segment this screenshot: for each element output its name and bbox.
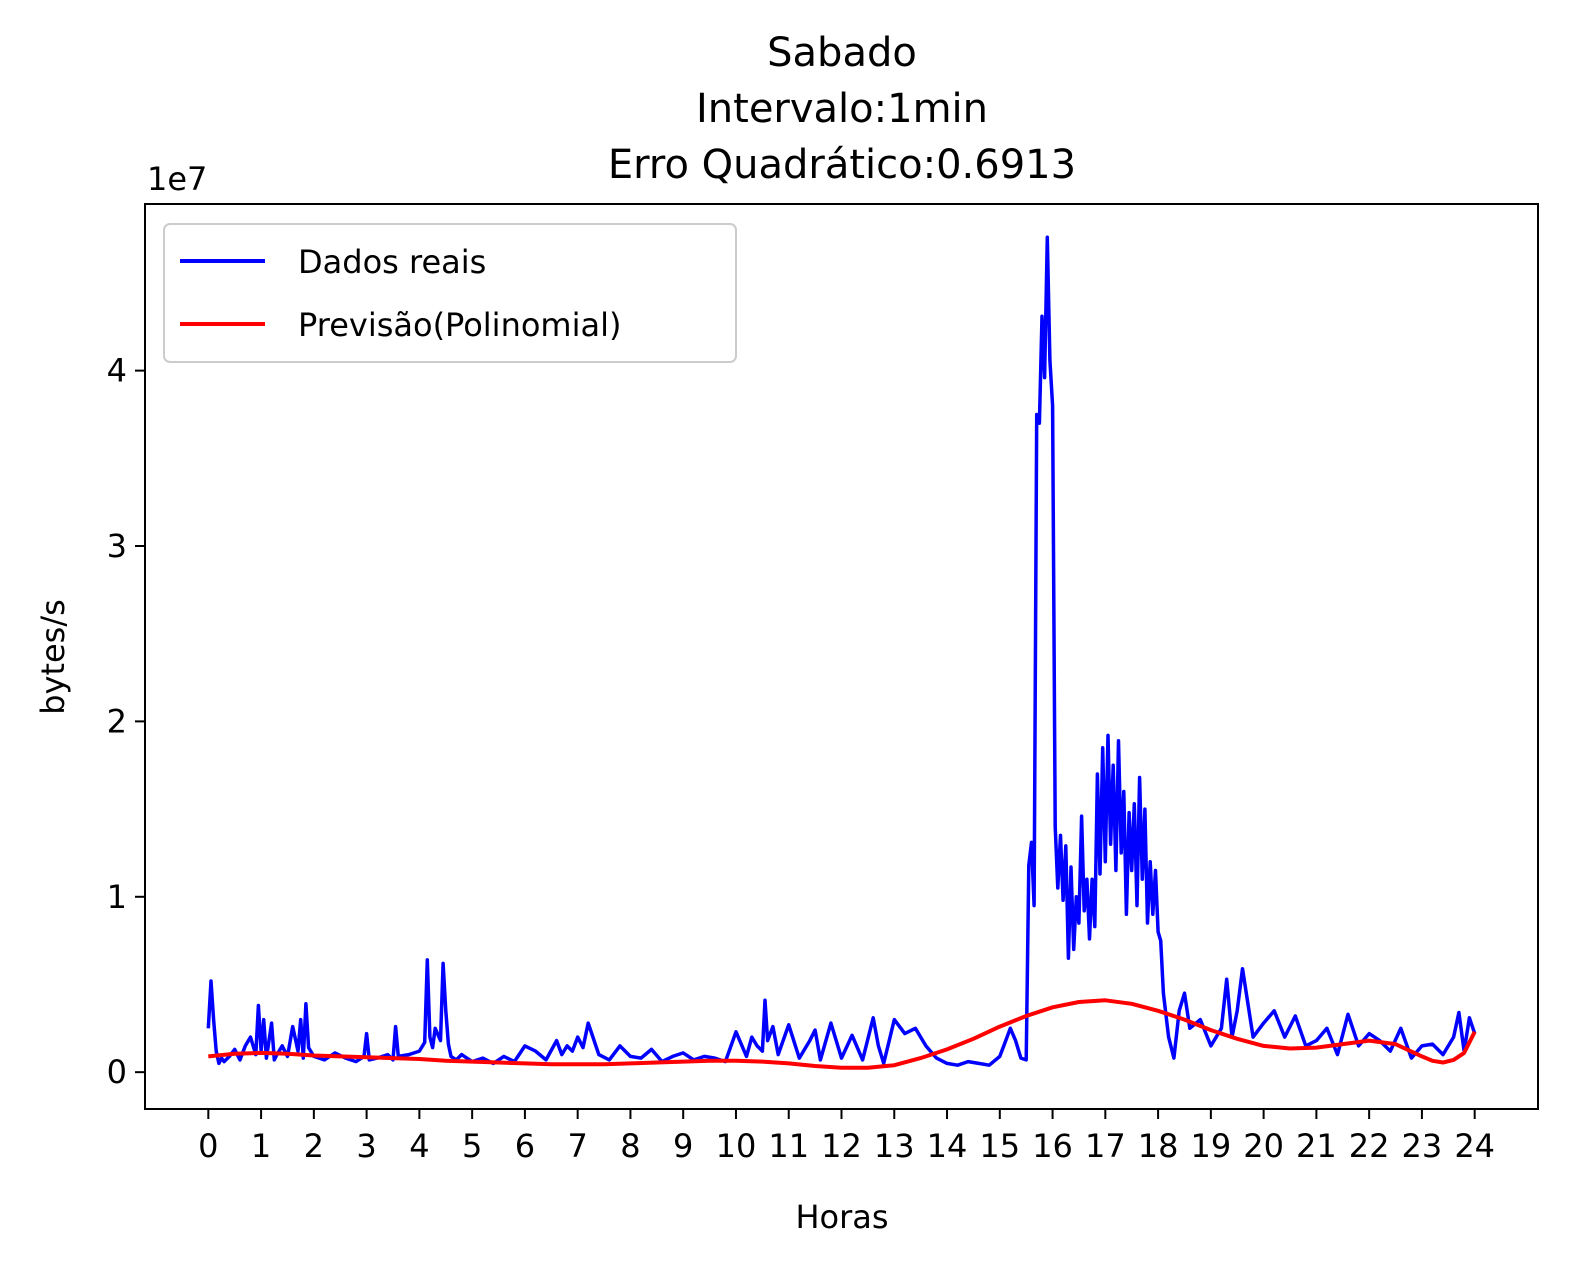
y-offset-label: 1e7 bbox=[147, 160, 207, 198]
x-tick-label: 13 bbox=[874, 1127, 915, 1165]
y-axis: 0 1 2 3 4 bbox=[107, 352, 145, 1091]
x-tick-label: 4 bbox=[409, 1127, 429, 1165]
plot-area bbox=[206, 235, 1477, 1070]
x-tick-label: 3 bbox=[356, 1127, 376, 1165]
x-axis: 0 1 2 3 4 5 6 7 8 9 10 11 12 13 14 15 16 17 18 19 20 21 22 23 24 bbox=[198, 1109, 1495, 1165]
x-tick-label: 12 bbox=[821, 1127, 862, 1165]
title-line-3: Erro Quadrático:0.6913 bbox=[608, 142, 1076, 188]
series-line-previsao bbox=[208, 998, 1477, 1070]
x-tick-label: 10 bbox=[716, 1127, 757, 1165]
x-tick-label: 0 bbox=[198, 1127, 218, 1165]
x-tick-label: 18 bbox=[1138, 1127, 1179, 1165]
title-line-2: Intervalo:1min bbox=[696, 86, 988, 132]
x-tick-label: 23 bbox=[1402, 1127, 1443, 1165]
x-tick-label: 7 bbox=[567, 1127, 587, 1165]
y-axis-label: bytes/s bbox=[34, 599, 72, 715]
x-tick-label: 19 bbox=[1190, 1127, 1231, 1165]
x-tick-label: 5 bbox=[462, 1127, 482, 1165]
x-tick-label: 6 bbox=[515, 1127, 535, 1165]
legend-label-previsao: Previsão(Polinomial) bbox=[298, 306, 621, 344]
x-tick-label: 9 bbox=[673, 1127, 693, 1165]
x-tick-label: 8 bbox=[620, 1127, 640, 1165]
y-tick-label: 2 bbox=[107, 702, 127, 740]
y-tick-label: 4 bbox=[107, 352, 127, 390]
y-tick-label: 0 bbox=[107, 1053, 127, 1091]
chart-title: Sabado Intervalo:1min Erro Quadrático:0.… bbox=[608, 30, 1076, 188]
x-tick-label: 1 bbox=[251, 1127, 271, 1165]
x-tick-label: 17 bbox=[1085, 1127, 1126, 1165]
series-line-dados-reais bbox=[206, 235, 1477, 1067]
title-line-1: Sabado bbox=[767, 30, 917, 76]
x-tick-label: 16 bbox=[1032, 1127, 1073, 1165]
x-tick-label: 24 bbox=[1454, 1127, 1495, 1165]
y-tick-label: 1 bbox=[107, 878, 127, 916]
x-tick-label: 22 bbox=[1349, 1127, 1390, 1165]
x-axis-label: Horas bbox=[795, 1198, 888, 1236]
legend: Dados reais Previsão(Polinomial) bbox=[163, 223, 737, 363]
legend-label-dados-reais: Dados reais bbox=[298, 243, 486, 281]
x-tick-label: 11 bbox=[768, 1127, 809, 1165]
y-tick-label: 3 bbox=[107, 527, 127, 565]
x-tick-label: 2 bbox=[304, 1127, 324, 1165]
legend-box bbox=[163, 223, 737, 363]
x-tick-label: 15 bbox=[979, 1127, 1020, 1165]
x-tick-label: 20 bbox=[1243, 1127, 1284, 1165]
x-tick-label: 14 bbox=[927, 1127, 968, 1165]
x-tick-label: 21 bbox=[1296, 1127, 1337, 1165]
